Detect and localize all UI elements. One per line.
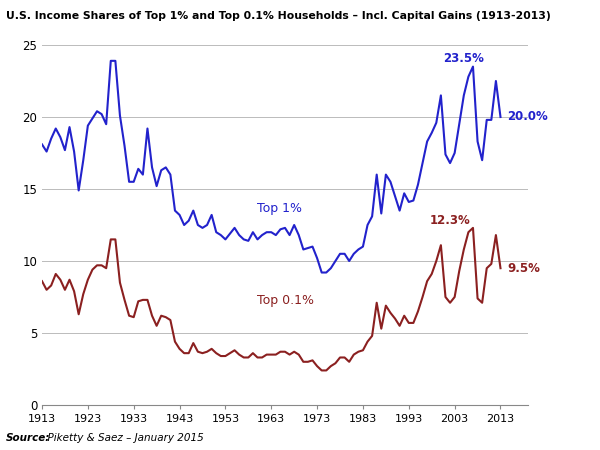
Text: Top 1%: Top 1% bbox=[257, 202, 302, 215]
Text: 9.5%: 9.5% bbox=[508, 262, 540, 274]
Text: 20.0%: 20.0% bbox=[508, 111, 548, 123]
Text: 23.5%: 23.5% bbox=[443, 52, 484, 65]
Text: Piketty & Saez – January 2015: Piketty & Saez – January 2015 bbox=[41, 433, 203, 443]
Text: U.S. Income Shares of Top 1% and Top 0.1% Households – Incl. Capital Gains (1913: U.S. Income Shares of Top 1% and Top 0.1… bbox=[6, 11, 551, 21]
Text: Source:: Source: bbox=[6, 433, 50, 443]
Text: 12.3%: 12.3% bbox=[430, 214, 470, 226]
Text: Top 0.1%: Top 0.1% bbox=[257, 294, 314, 307]
